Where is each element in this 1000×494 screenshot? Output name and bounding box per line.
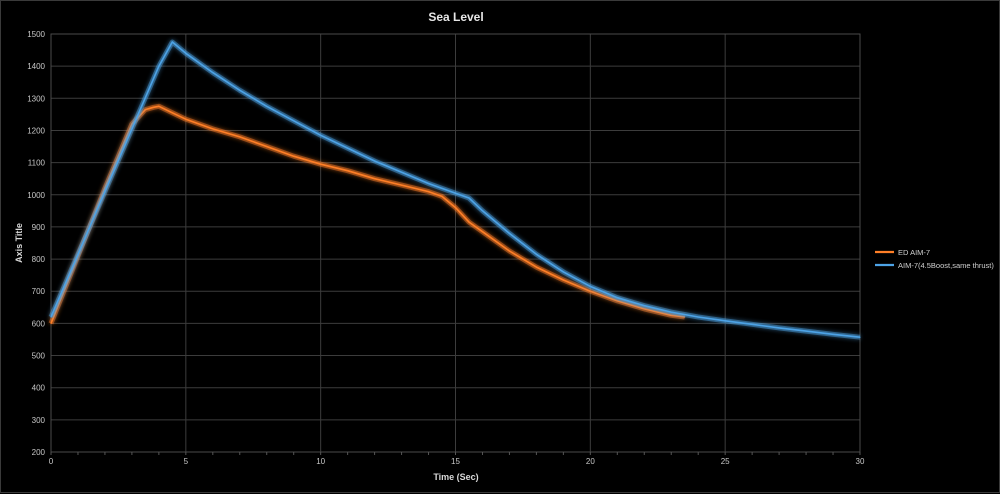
y-tick-label: 1400 xyxy=(27,62,45,71)
data-point xyxy=(266,145,268,148)
x-tick-label: 20 xyxy=(586,457,595,466)
data-point xyxy=(158,105,160,107)
data-point xyxy=(468,221,470,223)
data-point xyxy=(104,191,106,193)
data-point xyxy=(212,128,214,130)
y-tick-label: 600 xyxy=(32,319,46,328)
data-point xyxy=(401,171,403,173)
data-point xyxy=(131,128,133,130)
x-tick-label: 15 xyxy=(451,457,460,466)
data-point xyxy=(508,250,510,252)
x-tick-label: 5 xyxy=(184,457,189,466)
data-point xyxy=(454,207,457,209)
gridlines xyxy=(50,33,861,453)
data-point xyxy=(239,89,241,91)
data-point xyxy=(616,297,618,299)
y-tick-label: 400 xyxy=(32,384,46,393)
data-point xyxy=(50,322,52,324)
x-axis-label: Time (Sec) xyxy=(433,472,478,482)
data-point xyxy=(427,191,430,193)
data-point xyxy=(347,170,349,172)
data-point xyxy=(152,106,155,108)
data-point xyxy=(562,271,565,273)
data-point xyxy=(481,231,484,233)
data-point xyxy=(751,323,753,325)
data-point xyxy=(562,279,565,281)
x-tick-label: 0 xyxy=(49,457,54,466)
data-point xyxy=(535,253,538,255)
data-point xyxy=(481,210,484,212)
y-tick-label: 1200 xyxy=(27,126,45,135)
y-tick-label: 900 xyxy=(32,223,46,232)
data-point xyxy=(643,308,645,310)
data-point xyxy=(535,266,538,268)
data-point xyxy=(374,178,376,180)
data-point xyxy=(468,197,470,199)
x-tick-label: 10 xyxy=(316,457,325,466)
x-tick-label: 25 xyxy=(721,457,730,466)
data-point xyxy=(347,147,349,149)
y-tick-label: 200 xyxy=(32,448,46,457)
data-point xyxy=(293,120,295,122)
series-line xyxy=(50,105,685,324)
data-point xyxy=(212,72,214,74)
data-point xyxy=(589,285,591,287)
data-point xyxy=(374,160,376,162)
data-point xyxy=(239,136,241,138)
data-point xyxy=(643,305,645,307)
data-point xyxy=(320,134,322,136)
data-point xyxy=(508,232,510,234)
data-point xyxy=(171,112,173,114)
data-point xyxy=(185,118,187,120)
data-point xyxy=(670,314,672,316)
y-tick-label: 1100 xyxy=(28,159,46,168)
data-point xyxy=(805,330,807,332)
data-point xyxy=(454,192,457,194)
y-axis-label: Axis Title xyxy=(14,223,24,263)
y-tick-label: 1500 xyxy=(27,30,45,39)
chart-title: Sea Level xyxy=(428,10,483,24)
legend-label: ED AIM-7 xyxy=(898,248,930,257)
data-point xyxy=(441,195,443,197)
y-tick-label: 1000 xyxy=(27,191,45,200)
data-point xyxy=(144,109,146,111)
data-point xyxy=(859,336,861,338)
y-tick-label: 800 xyxy=(32,255,46,264)
data-point xyxy=(832,333,834,335)
data-point xyxy=(616,300,618,302)
data-point xyxy=(266,105,268,107)
data-point xyxy=(185,52,187,54)
data-point xyxy=(293,155,295,157)
legend: ED AIM-7 AIM-7(4.5Boost,same thrust) xyxy=(875,248,994,270)
axes: 2003004005006007008009001000110012001300… xyxy=(27,30,865,466)
data-point xyxy=(724,320,726,322)
data-point xyxy=(778,327,780,329)
data-point xyxy=(171,41,173,43)
data-point xyxy=(158,65,160,67)
y-tick-label: 700 xyxy=(32,287,46,296)
series-lines xyxy=(48,39,861,340)
data-point xyxy=(670,311,672,313)
data-point xyxy=(77,253,79,255)
data-point xyxy=(697,316,699,318)
data-point xyxy=(427,182,430,185)
x-tick-label: 30 xyxy=(856,457,865,466)
y-tick-label: 500 xyxy=(32,352,46,361)
y-tick-label: 300 xyxy=(32,416,46,425)
data-point xyxy=(589,290,591,292)
legend-label: AIM-7(4.5Boost,same thrust) xyxy=(898,261,994,270)
data-point xyxy=(50,316,52,318)
data-point xyxy=(401,184,403,186)
y-tick-label: 1300 xyxy=(27,94,45,103)
data-point xyxy=(320,163,322,165)
